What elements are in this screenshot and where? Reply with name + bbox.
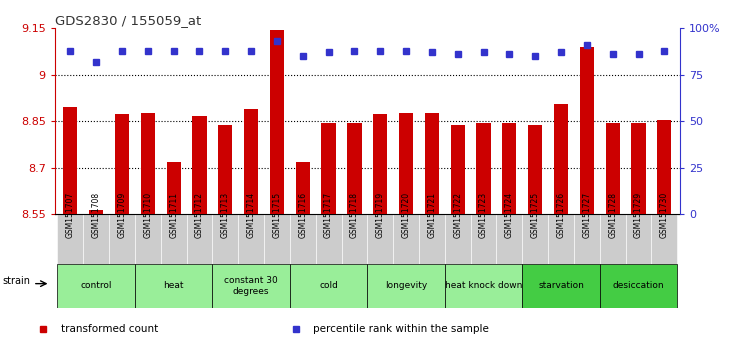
Text: heat knock down: heat knock down xyxy=(445,281,522,290)
Text: GSM151730: GSM151730 xyxy=(660,192,669,238)
Bar xyxy=(192,116,207,214)
Bar xyxy=(367,264,444,308)
Bar xyxy=(109,214,135,264)
Bar xyxy=(290,264,367,308)
Bar xyxy=(135,264,213,308)
Bar xyxy=(651,214,677,264)
Text: GSM151714: GSM151714 xyxy=(246,192,256,238)
Bar xyxy=(140,113,155,214)
Bar xyxy=(58,264,135,308)
Bar xyxy=(218,125,232,214)
Text: GSM151715: GSM151715 xyxy=(273,192,281,238)
Bar xyxy=(574,214,599,264)
Text: GSM151728: GSM151728 xyxy=(608,192,617,238)
Text: starvation: starvation xyxy=(538,281,584,290)
Text: GSM151727: GSM151727 xyxy=(583,192,591,238)
Bar xyxy=(316,214,341,264)
Text: GSM151726: GSM151726 xyxy=(556,192,566,238)
Bar xyxy=(399,113,413,214)
Text: GSM151716: GSM151716 xyxy=(298,192,307,238)
Bar xyxy=(322,124,336,214)
Bar xyxy=(626,214,651,264)
Bar xyxy=(599,214,626,264)
Text: GSM151721: GSM151721 xyxy=(428,192,436,238)
Bar xyxy=(548,214,574,264)
Bar xyxy=(213,214,238,264)
Bar xyxy=(580,47,594,214)
Bar xyxy=(290,214,316,264)
Bar xyxy=(605,124,620,214)
Bar xyxy=(554,104,568,214)
Bar xyxy=(444,214,471,264)
Bar xyxy=(477,124,491,214)
Text: GSM151729: GSM151729 xyxy=(634,192,643,238)
Bar xyxy=(244,109,258,214)
Bar xyxy=(341,214,367,264)
Bar xyxy=(367,214,393,264)
Bar xyxy=(444,264,522,308)
Text: desiccation: desiccation xyxy=(613,281,664,290)
Bar xyxy=(450,125,465,214)
Bar xyxy=(657,120,672,214)
Text: cold: cold xyxy=(319,281,338,290)
Bar xyxy=(528,125,542,214)
Bar xyxy=(238,214,264,264)
Text: GDS2830 / 155059_at: GDS2830 / 155059_at xyxy=(55,14,201,27)
Text: constant 30
degrees: constant 30 degrees xyxy=(224,276,278,296)
Text: GSM151711: GSM151711 xyxy=(169,192,178,238)
Bar xyxy=(393,214,419,264)
Text: GSM151720: GSM151720 xyxy=(401,192,411,238)
Bar xyxy=(347,124,362,214)
Text: strain: strain xyxy=(3,276,31,286)
Text: GSM151713: GSM151713 xyxy=(221,192,230,238)
Text: transformed count: transformed count xyxy=(61,324,158,334)
Text: GSM151709: GSM151709 xyxy=(118,192,126,238)
Bar xyxy=(599,264,677,308)
Bar xyxy=(632,124,645,214)
Bar xyxy=(496,214,522,264)
Bar xyxy=(373,114,387,214)
Text: GSM151707: GSM151707 xyxy=(66,192,75,238)
Bar xyxy=(83,214,109,264)
Text: GSM151710: GSM151710 xyxy=(143,192,152,238)
Bar xyxy=(213,264,290,308)
Text: GSM151723: GSM151723 xyxy=(479,192,488,238)
Bar xyxy=(161,214,186,264)
Text: GSM151712: GSM151712 xyxy=(195,192,204,238)
Text: GSM151724: GSM151724 xyxy=(505,192,514,238)
Bar xyxy=(264,214,290,264)
Text: longevity: longevity xyxy=(385,281,427,290)
Bar xyxy=(419,214,444,264)
Bar xyxy=(58,214,83,264)
Text: control: control xyxy=(80,281,112,290)
Bar xyxy=(295,162,310,214)
Text: heat: heat xyxy=(163,281,184,290)
Bar xyxy=(186,214,213,264)
Bar xyxy=(167,162,181,214)
Bar xyxy=(63,107,77,214)
Text: GSM151717: GSM151717 xyxy=(324,192,333,238)
Text: GSM151725: GSM151725 xyxy=(531,192,539,238)
Bar xyxy=(471,214,496,264)
Bar xyxy=(522,264,599,308)
Bar xyxy=(522,214,548,264)
Text: percentile rank within the sample: percentile rank within the sample xyxy=(314,324,489,334)
Text: GSM151719: GSM151719 xyxy=(376,192,385,238)
Text: GSM151708: GSM151708 xyxy=(91,192,101,238)
Bar xyxy=(135,214,161,264)
Bar xyxy=(115,114,129,214)
Bar xyxy=(89,210,103,214)
Bar xyxy=(502,124,517,214)
Bar xyxy=(270,30,284,214)
Text: GSM151718: GSM151718 xyxy=(350,192,359,238)
Bar xyxy=(425,113,439,214)
Text: GSM151722: GSM151722 xyxy=(453,192,462,238)
